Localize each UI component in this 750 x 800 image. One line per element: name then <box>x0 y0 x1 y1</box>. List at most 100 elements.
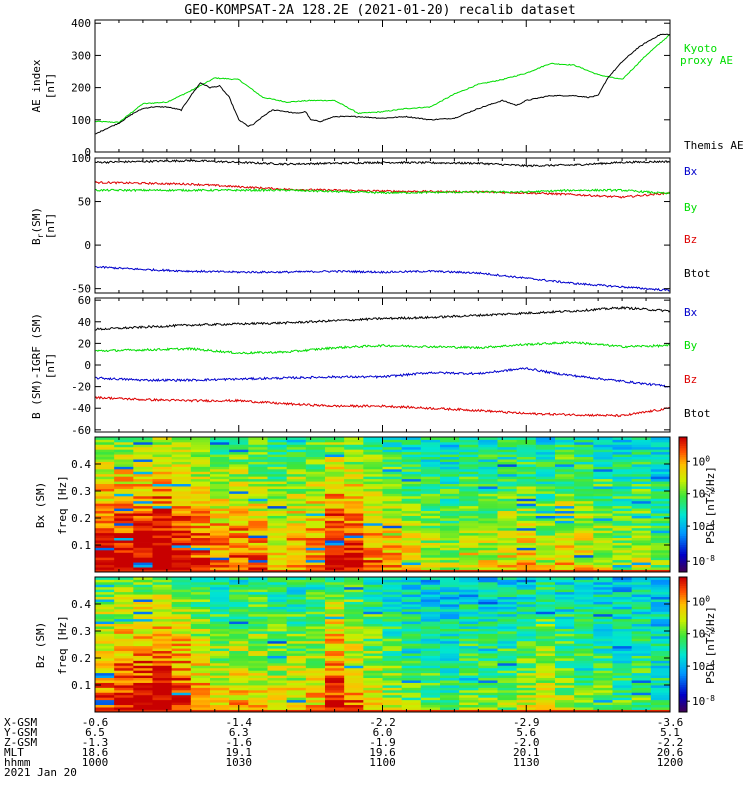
spectrogram-cell <box>516 454 537 458</box>
spectrogram-cell <box>555 604 575 607</box>
spectrogram-cell <box>650 687 671 691</box>
spectrogram-cell <box>305 692 326 696</box>
spectrogram-cell <box>459 586 479 590</box>
spectrogram-cell <box>497 702 518 706</box>
spectrogram-cell <box>133 660 153 664</box>
spectrogram-cell <box>325 505 345 509</box>
spectrogram-cell <box>95 535 115 539</box>
spectrogram-cell <box>229 665 249 669</box>
spectrogram-cell <box>593 559 613 563</box>
spectrogram-cell <box>650 547 671 551</box>
spectrogram-cell <box>459 623 479 627</box>
spectrogram-cell <box>631 640 652 644</box>
spectrogram-cell <box>497 478 518 482</box>
spectrogram-cell <box>420 692 441 696</box>
spectrogram-cell <box>497 623 518 627</box>
spectrogram-cell <box>190 638 211 642</box>
spectrogram-cell <box>478 682 498 686</box>
spectrogram-cell <box>612 687 633 691</box>
spectrogram-cell <box>401 655 422 659</box>
spectrogram-cell <box>440 454 460 458</box>
spectrogram-cell <box>114 692 134 696</box>
spectrogram-cell <box>286 557 307 561</box>
spectrogram-cell <box>555 491 575 494</box>
spectrogram-cell <box>382 459 403 462</box>
spectrogram-cell <box>363 525 383 529</box>
spectrogram-cell <box>459 520 479 524</box>
spectrogram-cell <box>497 491 518 494</box>
spectrogram-cell <box>363 444 383 448</box>
spectrogram-cell <box>286 461 307 465</box>
spectrogram-cell <box>305 478 326 482</box>
spectrogram-cell <box>574 535 594 539</box>
spectrogram-cell <box>229 527 249 531</box>
spectrogram-cell <box>516 608 537 612</box>
spectrogram-cell <box>344 697 364 701</box>
spectrogram-cell <box>574 577 594 580</box>
spectrogram-cell <box>133 702 153 706</box>
spectrogram-cell <box>555 513 575 516</box>
spectrogram-cell <box>593 586 613 590</box>
spectrogram-cell <box>286 513 307 516</box>
spectrogram-cell <box>478 591 498 595</box>
spectrogram-cell <box>440 547 460 551</box>
spectrogram-cell <box>420 552 441 556</box>
spectrogram-cell <box>401 476 422 480</box>
spectrogram-cell <box>459 554 479 558</box>
spectrogram-cell <box>248 665 268 669</box>
spectrogram-cell <box>612 596 633 600</box>
spectrogram-cell <box>229 631 249 634</box>
spectrogram-cell <box>555 505 575 509</box>
spectrogram-cell <box>305 454 326 458</box>
spectrogram-cell <box>171 557 192 561</box>
spectrogram-cell <box>440 437 460 440</box>
spectrogram-cell <box>210 520 230 524</box>
spectrogram-cell <box>420 677 441 681</box>
spectrogram-cell <box>305 667 326 671</box>
spectrogram-cell <box>612 608 633 612</box>
spectrogram-cell <box>401 513 422 516</box>
spectrogram-cell <box>210 540 230 543</box>
specbx-cbar-label: PSD [nT2/Hz] <box>703 466 717 544</box>
spectrogram-cell <box>114 439 134 443</box>
spectrogram-cell <box>574 437 594 440</box>
spectrogram-cell <box>325 584 345 588</box>
spectrogram-cell <box>363 486 383 489</box>
colorbar-segment <box>679 542 687 546</box>
spectrogram-cell <box>574 488 594 492</box>
spectrogram-cell <box>650 549 671 553</box>
spectrogram-cell <box>440 709 460 713</box>
spectrogram-cell <box>325 466 345 470</box>
spectrogram-cell <box>631 604 652 607</box>
spectrogram-cell <box>95 481 115 485</box>
spectrogram-cell <box>190 441 211 445</box>
spectrogram-cell <box>190 606 211 610</box>
spectrogram-cell <box>286 616 307 620</box>
spectrogram-cell <box>497 459 518 462</box>
spectrogram-cell <box>210 626 230 629</box>
spectrogram-cell <box>459 522 479 526</box>
spectrogram-cell <box>478 685 498 688</box>
spectrogram-cell <box>382 454 403 458</box>
spectrogram-cell <box>171 704 192 708</box>
spectrogram-cell <box>171 441 192 445</box>
spectrogram-cell <box>248 562 268 566</box>
spectrogram-cell <box>459 616 479 620</box>
spectrogram-cell <box>286 665 307 669</box>
spectrogram-cell <box>229 449 249 453</box>
colorbar-segment <box>679 622 687 625</box>
spectrogram-cell <box>382 542 403 546</box>
spectrogram-cell <box>478 643 498 647</box>
spectrogram-cell <box>420 520 441 524</box>
spectrogram-cell <box>248 439 268 443</box>
spectrogram-cell <box>650 505 671 509</box>
xaxis-row-value: 6.5 <box>85 726 105 739</box>
spectrogram-cell <box>114 687 134 691</box>
spectrogram-cell <box>555 606 575 610</box>
spectrogram-cell <box>535 562 556 566</box>
spectrogram-cell <box>171 454 192 458</box>
spectrogram-cell <box>440 471 460 475</box>
spectrogram-cell <box>478 689 498 693</box>
spectrogram-cell <box>612 527 633 531</box>
spectrogram-cell <box>535 699 556 703</box>
